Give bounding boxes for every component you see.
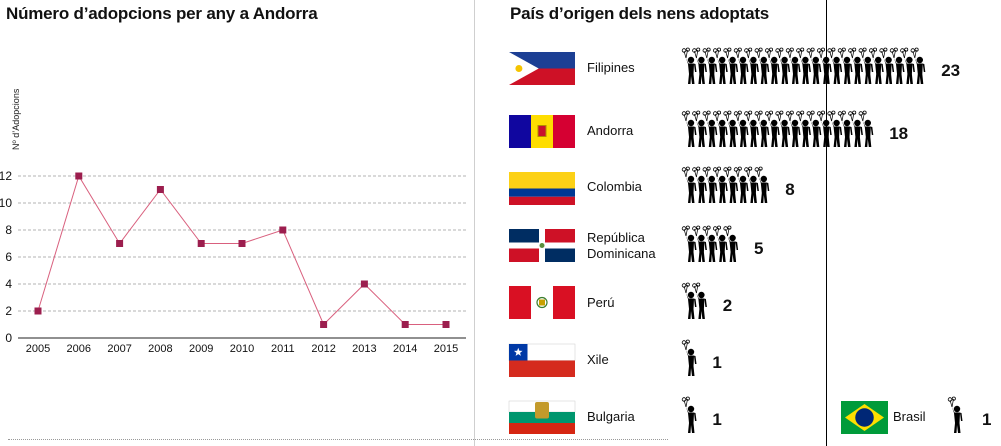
child-icon (947, 396, 963, 434)
value-label: 1 (712, 410, 721, 429)
x-tick-label: 2011 (271, 343, 295, 355)
country-label: Perú (587, 295, 614, 310)
country-label: Xile (587, 352, 609, 367)
child-icon (681, 47, 697, 85)
data-point (238, 240, 246, 247)
y-tick-label: 8 (5, 223, 12, 237)
value-label: 5 (754, 239, 763, 258)
philippines-flag (509, 52, 575, 85)
y-tick-label: 0 (5, 331, 12, 345)
brazil-flag (841, 401, 888, 434)
country-label: Filipines (587, 60, 635, 75)
y-tick-label: 6 (5, 250, 12, 264)
child-icon (681, 396, 697, 434)
data-point (320, 321, 328, 328)
y-tick-label: 4 (5, 277, 12, 291)
data-point (360, 280, 368, 288)
value-label: 23 (941, 61, 960, 80)
line-chart: Nº d’Adopcions 0 2 4 6 8 10 12 2005 2006 2007 2008 2… (0, 88, 466, 355)
panel-divider (474, 0, 475, 446)
x-tick-label: 2014 (393, 343, 417, 355)
x-tick-label: 2005 (26, 343, 50, 355)
y-tick-label: 12 (0, 169, 12, 183)
y-axis-label: Nº d’Adopcions (11, 88, 21, 150)
x-tick-label: 2006 (67, 343, 91, 355)
x-tick-label: 2013 (352, 343, 376, 355)
right-chart-title: País d’origen dels nens adoptats (510, 4, 770, 23)
bulgaria-flag (508, 400, 576, 434)
value-label: 8 (785, 180, 794, 199)
andorra-flag (509, 115, 575, 148)
value-label: 1 (982, 410, 991, 429)
value-label: 1 (712, 353, 721, 372)
data-point (116, 240, 124, 247)
x-tick-label: 2007 (107, 343, 131, 355)
data-point (442, 321, 450, 328)
x-tick-label: 2015 (434, 343, 458, 355)
data-point (197, 240, 205, 247)
country-label: Andorra (587, 123, 634, 138)
data-point (401, 321, 409, 328)
child-icon (681, 166, 697, 204)
footnote-line (8, 439, 668, 443)
child-icon (681, 282, 697, 320)
child-icon (681, 110, 697, 148)
dominican-republic-flag (509, 229, 575, 262)
data-point (156, 186, 164, 193)
inner-divider (826, 0, 827, 446)
x-tick-label: 2008 (148, 343, 172, 355)
peru-flag (509, 286, 575, 319)
colombia-flag (509, 172, 575, 205)
country-label: Bulgaria (587, 409, 635, 424)
data-point (75, 172, 83, 180)
x-tick-label: 2009 (189, 343, 213, 355)
child-icon (681, 225, 697, 263)
country-label: Colombia (587, 179, 643, 194)
chile-flag (508, 343, 576, 377)
country-label: República Dominicana (587, 230, 656, 261)
value-label: 2 (723, 296, 732, 315)
child-icon (681, 339, 697, 377)
data-point (279, 226, 287, 234)
country-label: Brasil (893, 409, 926, 424)
left-chart-title: Número d’adopcions per any a Andorra (6, 4, 318, 23)
y-tick-label: 10 (0, 196, 12, 210)
x-tick-label: 2012 (311, 343, 335, 355)
data-point (34, 307, 42, 315)
value-label: 18 (889, 124, 908, 143)
y-tick-label: 2 (5, 304, 12, 318)
x-tick-label: 2010 (230, 343, 254, 355)
